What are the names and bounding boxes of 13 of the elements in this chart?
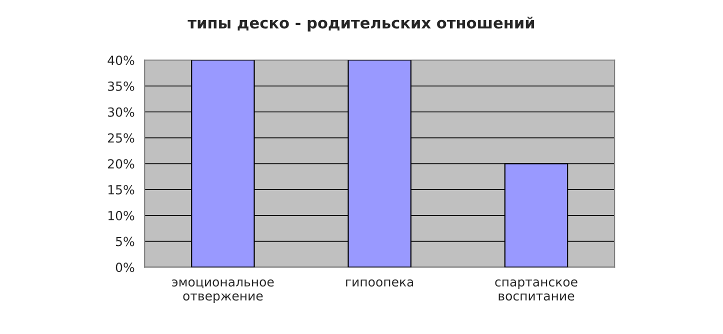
y-tick-label: 35%	[108, 81, 134, 91]
x-tick-label: гипоопека	[346, 279, 414, 287]
y-tick-label: 15%	[108, 185, 134, 194]
x-tick-label: эмоциональное отвержение	[172, 279, 274, 304]
x-tick-label: спартанское воспитание	[495, 279, 578, 301]
y-tick-label: 30%	[108, 107, 134, 117]
chart-title: типы деско - родительских отношений	[188, 16, 534, 32]
y-tick-label: 10%	[108, 210, 134, 220]
y-tick-label: 0%	[116, 262, 134, 272]
y-tick-label: 25%	[108, 133, 134, 143]
y-tick-label: 20%	[108, 159, 134, 169]
y-tick-label: 5%	[116, 236, 134, 246]
y-tick-label: 40%	[108, 56, 134, 66]
